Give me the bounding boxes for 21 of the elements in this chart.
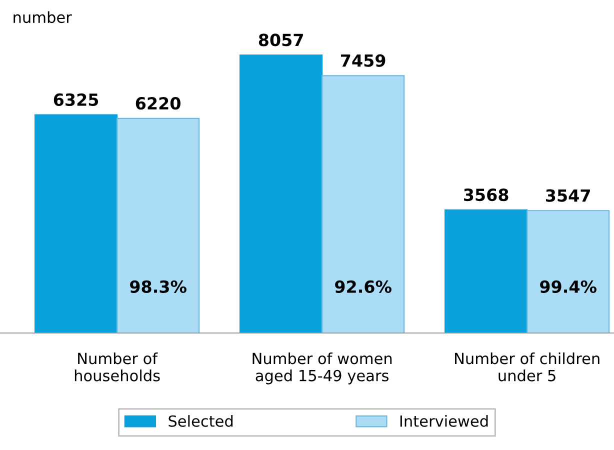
bar: [240, 54, 323, 333]
x-tick-label: Number of children under 5: [455, 352, 600, 382]
legend-label: Selected: [168, 415, 233, 427]
bar: [322, 75, 405, 333]
bar: [34, 114, 118, 333]
annotation: 99.4%: [540, 280, 596, 293]
data-label: 6325: [54, 93, 98, 106]
bar: [526, 210, 610, 333]
data-label: 8057: [258, 34, 303, 46]
legend-label: Interviewed: [400, 415, 488, 427]
bar: [444, 209, 528, 333]
y-axis-title: number: [14, 11, 72, 24]
bar: [116, 118, 200, 333]
data-label: 3547: [546, 189, 590, 202]
data-label: 6220: [136, 97, 180, 110]
x-tick-label: Number of households: [74, 352, 160, 382]
data-label: 3568: [464, 188, 508, 202]
data-label: 7459: [340, 54, 386, 67]
annotation: 98.3%: [130, 280, 186, 293]
x-tick-label: Number of women aged 15-49 years: [252, 352, 392, 384]
annotation: 92.6%: [335, 280, 392, 293]
